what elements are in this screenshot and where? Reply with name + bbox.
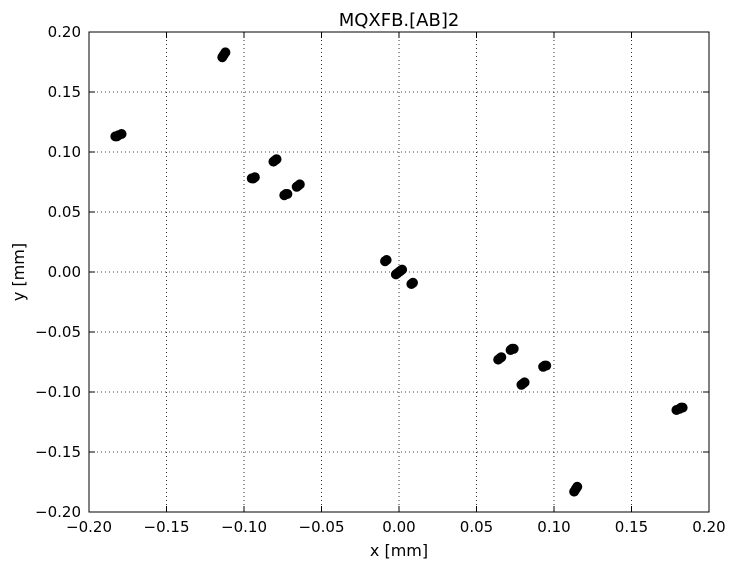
data-point <box>294 179 305 190</box>
y-tick-label: −0.15 <box>35 443 81 461</box>
x-tick-label: −0.05 <box>299 518 345 536</box>
x-tick-label: 0.05 <box>460 518 493 536</box>
data-points <box>110 47 688 497</box>
x-tick-labels: −0.20 −0.15 −0.10 −0.05 0.00 0.05 0.10 0.15 0.20 <box>66 518 726 536</box>
x-tick-label: 0.00 <box>382 518 415 536</box>
y-tick-label: 0.00 <box>48 263 81 281</box>
x-tick-label: −0.20 <box>66 518 112 536</box>
data-point <box>677 402 688 413</box>
data-point <box>541 360 552 371</box>
data-point <box>519 377 530 388</box>
y-axis-label: y [mm] <box>9 243 28 301</box>
y-tick-label: 0.05 <box>48 203 81 221</box>
x-tick-label: 0.20 <box>692 518 725 536</box>
data-point <box>407 277 418 288</box>
x-tick-label: −0.10 <box>221 518 267 536</box>
data-point <box>220 47 231 58</box>
chart-title: MQXFB.[AB]2 <box>339 10 460 31</box>
data-point <box>249 172 260 183</box>
x-tick-label: 0.15 <box>615 518 648 536</box>
y-tick-labels: −0.20 −0.15 −0.10 −0.05 0.00 0.05 0.10 0.15 0.20 <box>35 23 81 521</box>
data-point <box>572 481 583 492</box>
data-point <box>116 129 127 139</box>
y-tick-label: −0.20 <box>35 503 81 521</box>
grid-lines <box>89 32 709 512</box>
data-point <box>508 343 519 354</box>
y-tick-label: 0.20 <box>48 23 81 41</box>
data-point <box>271 154 282 165</box>
y-tick-label: 0.10 <box>48 143 81 161</box>
data-point <box>282 189 293 199</box>
tick-marks <box>88 31 710 513</box>
data-point <box>496 352 507 363</box>
y-tick-label: 0.15 <box>48 83 81 101</box>
x-tick-label: 0.10 <box>537 518 570 536</box>
x-tick-label: −0.15 <box>144 518 190 536</box>
x-axis-label: x [mm] <box>370 541 428 560</box>
data-point <box>397 264 408 275</box>
y-tick-label: −0.05 <box>35 323 81 341</box>
data-point <box>381 255 392 265</box>
y-tick-label: −0.10 <box>35 383 81 401</box>
